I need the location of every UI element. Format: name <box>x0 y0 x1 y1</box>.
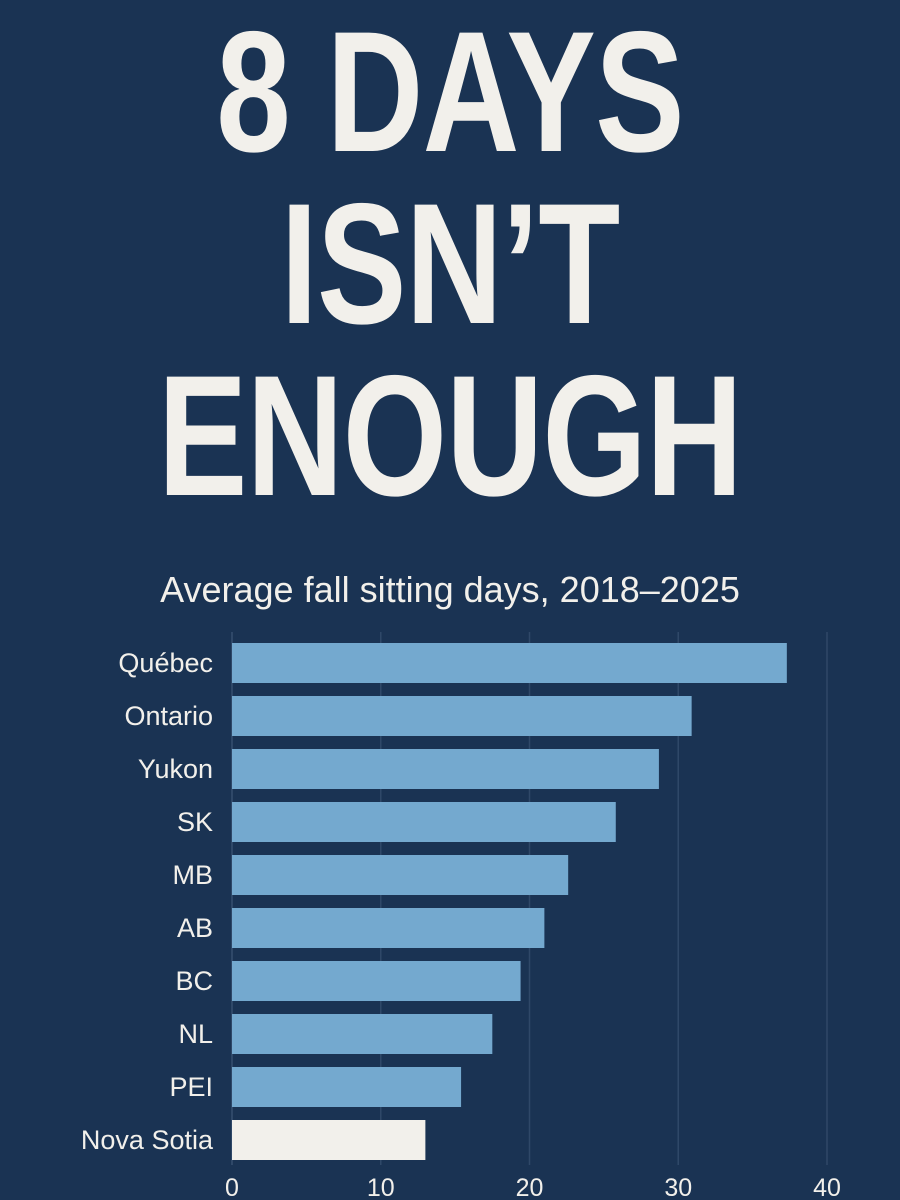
category-labels: Québec Ontario Yukon SK MB AB BC NL PEI Nova Soti… <box>81 648 214 1155</box>
category-label: SK <box>177 807 213 837</box>
bar-nl <box>232 1014 493 1054</box>
bar-bc <box>232 961 521 1001</box>
bars <box>232 643 787 1160</box>
x-tick-label-40: 40 <box>813 1174 841 1200</box>
category-label: MB <box>173 860 214 890</box>
category-label: PEI <box>169 1072 213 1102</box>
category-label: Québec <box>118 648 213 678</box>
bar-pei <box>232 1067 462 1107</box>
category-label: NL <box>178 1019 213 1049</box>
chart-title: Average fall sitting days, 2018–2025 <box>160 569 740 610</box>
category-label: BC <box>175 966 213 996</box>
category-label: Yukon <box>138 754 213 784</box>
bar-nova-sotia <box>232 1120 426 1160</box>
bar-ab <box>232 908 545 948</box>
x-tick-label-0: 0 <box>225 1174 239 1200</box>
bar-mb <box>232 855 569 895</box>
x-tick-label-20: 20 <box>516 1174 544 1200</box>
x-tick-label-30: 30 <box>664 1174 692 1200</box>
headline-line-1: 8 DAYS <box>216 0 684 188</box>
bar-yukon <box>232 749 659 789</box>
x-tick-label-10: 10 <box>367 1174 395 1200</box>
category-label: AB <box>177 913 213 943</box>
bar-ontario <box>232 696 692 736</box>
x-axis-ticks: 0 10 20 30 40 <box>225 1174 841 1200</box>
category-label: Ontario <box>124 701 213 731</box>
category-label: Nova Sotia <box>81 1125 214 1155</box>
headline-line-2: ISN’T <box>280 168 621 360</box>
bar-qu-bec <box>232 643 787 683</box>
bar-sk <box>232 802 616 842</box>
headline-line-3: ENOUGH <box>157 340 743 532</box>
